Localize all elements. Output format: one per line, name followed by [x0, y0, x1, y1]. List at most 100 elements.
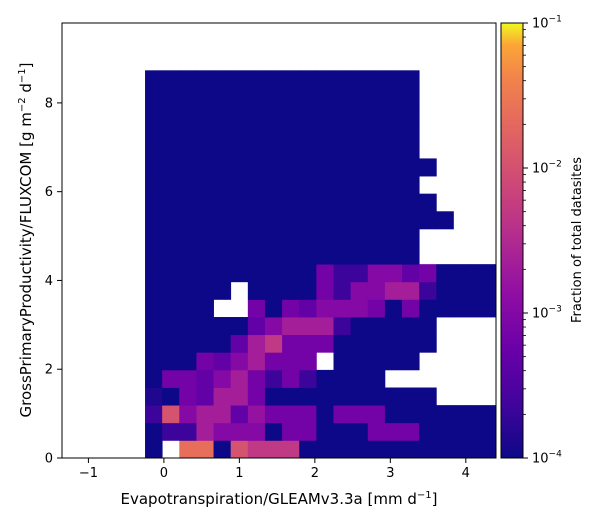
heatmap-cell [402, 105, 420, 124]
heatmap-cell [247, 405, 266, 424]
heatmap-cell [213, 228, 232, 247]
heatmap-cell [179, 281, 197, 300]
heatmap-cell [213, 440, 232, 459]
heatmap-cell [350, 299, 369, 318]
heatmap-cell [162, 387, 180, 406]
heatmap-cell [402, 299, 420, 318]
heatmap-cell [196, 405, 214, 424]
heatmap-cell [162, 228, 180, 247]
heatmap-cell [264, 70, 283, 89]
heatmap-cell [196, 352, 214, 371]
heatmap-cell [350, 193, 369, 212]
heatmap-cell [367, 158, 386, 177]
heatmap-cell [162, 123, 180, 142]
heatmap-cell [384, 317, 403, 336]
x-tick-label: 3 [386, 466, 394, 481]
heatmap-cell [350, 87, 369, 106]
heatmap-cell [213, 193, 232, 212]
heatmap-cell [230, 193, 249, 212]
heatmap-cell [282, 228, 300, 247]
heatmap-cell [316, 140, 334, 159]
heatmap-cell [213, 176, 232, 195]
heatmap-cell [196, 123, 214, 142]
heatmap-cell [419, 422, 437, 441]
heatmap-cell [384, 281, 403, 300]
heatmap-cell [402, 211, 420, 230]
heatmap-cell [247, 317, 266, 336]
x-tick-label: 4 [462, 466, 470, 481]
heatmap-cell [367, 352, 386, 371]
heatmap-cell [145, 176, 163, 195]
heatmap-cell [316, 193, 334, 212]
heatmap-cell [264, 246, 283, 265]
heatmap-cell [282, 264, 300, 283]
heatmap-cell [333, 422, 352, 441]
heatmap-cell [333, 299, 352, 318]
heatmap-cell [247, 158, 266, 177]
heatmap-cell [179, 87, 197, 106]
heatmap-cell [316, 281, 334, 300]
heatmap-cell [419, 387, 437, 406]
heatmap-cell [264, 264, 283, 283]
heatmap-cell [367, 176, 386, 195]
heatmap-cell [487, 422, 497, 441]
heatmap-cell [145, 140, 163, 159]
heatmap-cell [247, 87, 266, 106]
heatmap-cell [264, 228, 283, 247]
heatmap-cell [316, 334, 334, 353]
heatmap-cell [333, 405, 352, 424]
y-tick-label: 8 [45, 96, 53, 111]
heatmap-cell [470, 299, 489, 318]
heatmap-cell [299, 158, 317, 177]
heatmap-cell [299, 334, 317, 353]
heatmap-cell [162, 70, 180, 89]
heatmap-cell [282, 387, 300, 406]
heatmap-cell [299, 140, 317, 159]
heatmap-cell [162, 176, 180, 195]
heatmap-cell [367, 281, 386, 300]
heatmap-cell [282, 440, 300, 459]
heatmap-cell [453, 440, 471, 459]
heatmap-cell [299, 211, 317, 230]
heatmap-cell [162, 193, 180, 212]
heatmap-cell [350, 123, 369, 142]
heatmap-cell [213, 369, 232, 388]
heatmap-cell [367, 369, 386, 388]
heatmap-cell [402, 422, 420, 441]
heatmap-cell [453, 264, 471, 283]
heatmap-cell [282, 299, 300, 318]
heatmap-cell [213, 158, 232, 177]
heatmap-cell [247, 299, 266, 318]
heatmap-cell [316, 228, 334, 247]
heatmap-cell [402, 123, 420, 142]
heatmap-cell [333, 246, 352, 265]
heatmap-cell [402, 158, 420, 177]
heatmap-cell [436, 299, 454, 318]
heatmap-cells [145, 70, 497, 459]
x-tick-label: 2 [311, 466, 319, 481]
heatmap-cell [264, 352, 283, 371]
heatmap-cell [282, 334, 300, 353]
heatmap-cell [350, 281, 369, 300]
heatmap-cell [350, 405, 369, 424]
heatmap-cell [145, 422, 163, 441]
heatmap-cell [145, 317, 163, 336]
x-tick-label: −1 [79, 466, 98, 481]
heatmap-cell [247, 422, 266, 441]
heatmap-cell [145, 440, 163, 459]
heatmap-cell [247, 246, 266, 265]
heatmap-cell [333, 158, 352, 177]
heatmap-cell [230, 228, 249, 247]
heatmap-cell [419, 299, 437, 318]
heatmap-cell [247, 123, 266, 142]
heatmap-cell [230, 87, 249, 106]
heatmap-cell [247, 440, 266, 459]
heatmap-cell [316, 70, 334, 89]
heatmap-cell [162, 299, 180, 318]
heatmap-cell [282, 87, 300, 106]
heatmap-cell [299, 422, 317, 441]
heatmap-cell [367, 123, 386, 142]
heatmap-cell [487, 264, 497, 283]
heatmap-cell [436, 405, 454, 424]
heatmap-cell [179, 405, 197, 424]
